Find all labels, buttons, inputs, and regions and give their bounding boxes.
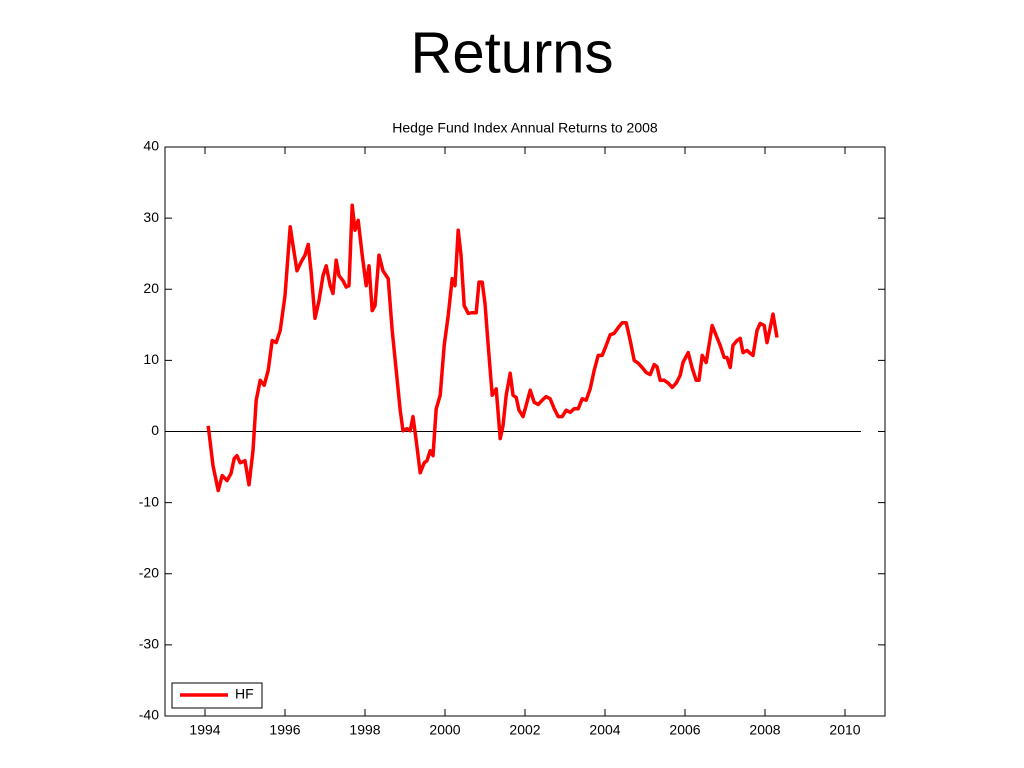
y-tick-label: -30 [139, 636, 159, 652]
x-tick-label: 2004 [589, 722, 620, 738]
x-tick-label: 1996 [269, 722, 300, 738]
slide-title: Returns [410, 20, 613, 85]
x-tick-label: 2006 [669, 722, 700, 738]
chart-title: Hedge Fund Index Annual Returns to 2008 [392, 120, 658, 136]
x-tick-label: 1994 [189, 722, 220, 738]
data-line [206, 203, 779, 493]
y-tick-label: 30 [143, 209, 159, 225]
y-tick-label: 0 [151, 422, 159, 438]
x-tick-label: 2002 [509, 722, 540, 738]
y-tick-label: 20 [143, 280, 159, 296]
y-tick-label: -20 [139, 564, 159, 580]
y-tick-label: 40 [143, 138, 159, 154]
y-tick-label: 10 [143, 351, 159, 367]
x-tick-label: 2010 [829, 722, 860, 738]
y-tick-label: -10 [139, 493, 159, 509]
x-tick-label: 1998 [349, 722, 380, 738]
x-tick-label: 2008 [749, 722, 780, 738]
y-tick-label: -40 [139, 707, 159, 723]
legend-label: HF [235, 686, 254, 702]
x-tick-label: 2000 [429, 722, 460, 738]
